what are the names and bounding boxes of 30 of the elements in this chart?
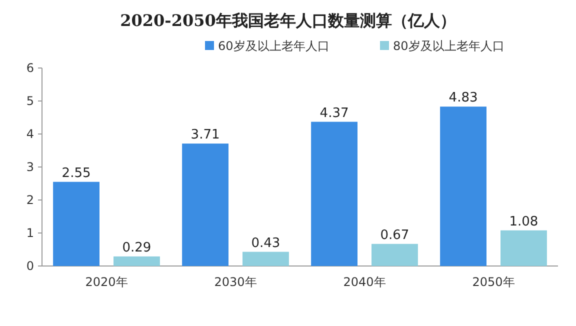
y-tick-label: 5 xyxy=(26,94,34,108)
x-tick-label: 2030年 xyxy=(214,275,257,289)
bar xyxy=(311,122,358,266)
y-tick-label: 2 xyxy=(26,193,34,207)
bar xyxy=(114,256,160,266)
data-label: 4.37 xyxy=(320,106,349,121)
y-tick-label: 0 xyxy=(26,259,34,273)
y-tick-label: 3 xyxy=(26,160,34,174)
data-label: 4.83 xyxy=(448,90,478,106)
chart-title: 2020-2050年我国老年人口数量测算（亿人） xyxy=(120,11,456,30)
bar xyxy=(242,252,289,266)
y-tick-label: 1 xyxy=(26,226,34,240)
x-tick-label: 2050年 xyxy=(472,275,515,289)
bar xyxy=(182,144,228,266)
legend-label: 80岁及以上老年人口 xyxy=(393,39,504,53)
bar xyxy=(372,244,418,266)
data-label: 0.43 xyxy=(251,236,280,251)
bar xyxy=(440,106,486,266)
x-tick-label: 2020年 xyxy=(85,275,128,289)
legend-label: 60岁及以上老年人口 xyxy=(218,39,330,53)
data-label: 3.71 xyxy=(190,128,220,143)
bar xyxy=(53,182,100,266)
data-label: 1.08 xyxy=(509,214,538,230)
data-label: 0.29 xyxy=(122,240,152,256)
x-tick-label: 2040年 xyxy=(343,275,386,289)
bar xyxy=(500,230,547,266)
y-tick-label: 6 xyxy=(26,61,34,75)
y-tick-label: 4 xyxy=(26,127,34,141)
data-label: 2.55 xyxy=(62,166,91,181)
data-label: 0.67 xyxy=(380,228,410,243)
